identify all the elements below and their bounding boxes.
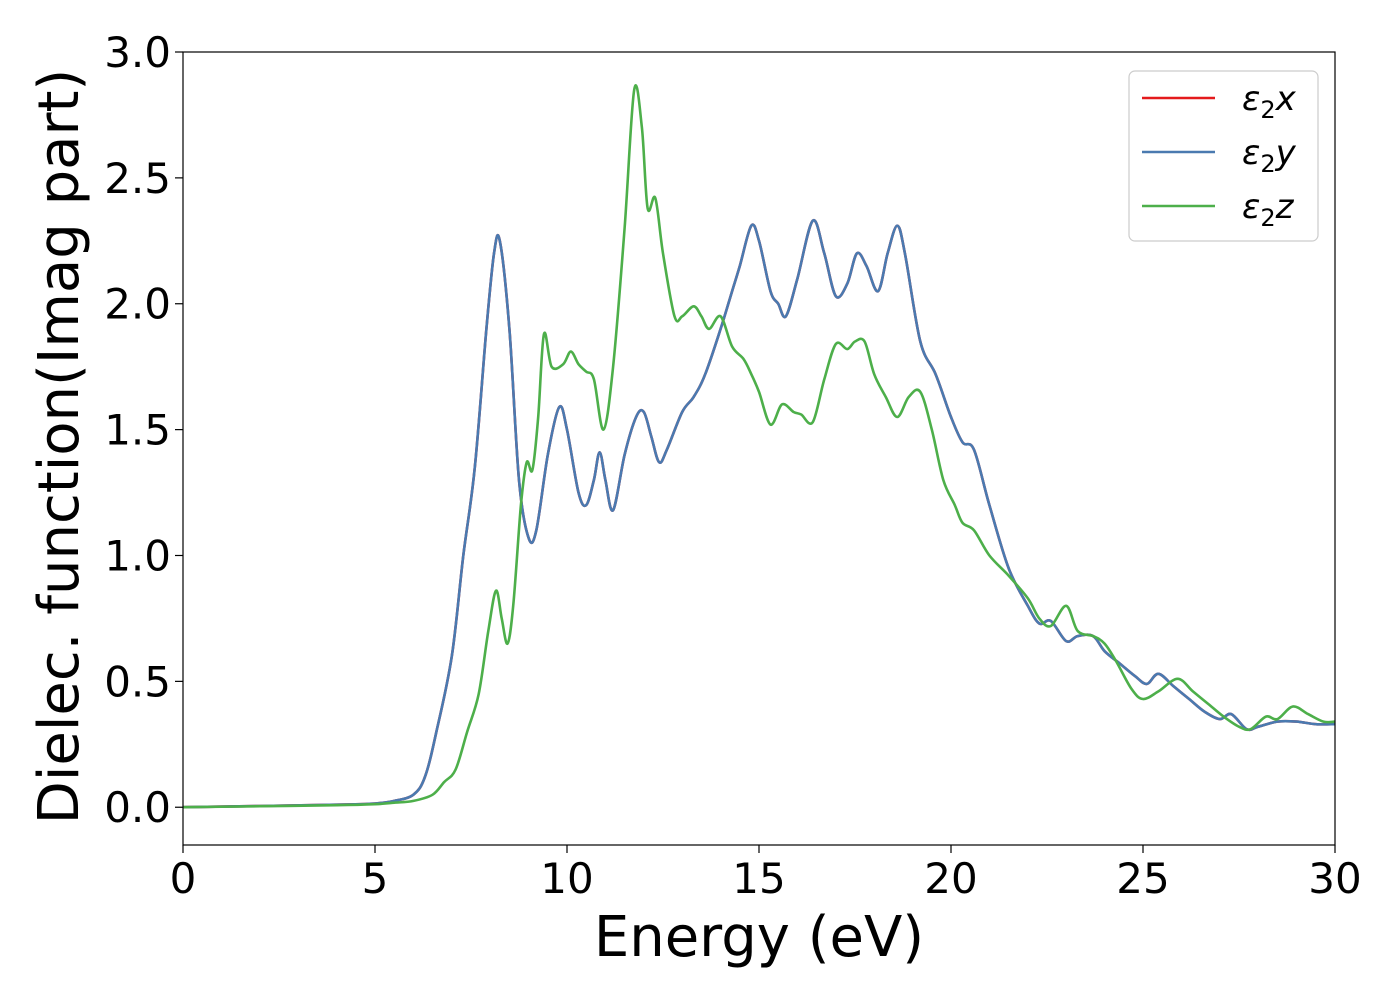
legend-label-suffix: x [1275,79,1297,119]
plot-lines [182,84,1336,809]
y-tick-label: 1.5 [104,406,171,455]
y-tick-label: 0.5 [104,657,171,706]
legend-label-main: ε [1242,79,1260,119]
legend-label-main: ε [1242,187,1260,227]
y-tick-label: 2.5 [104,154,171,203]
y-tick-label: 0.0 [104,783,171,832]
x-tick-label: 30 [1308,854,1361,903]
y-tick-label: 3.0 [104,28,171,77]
y-tick-label: 1.0 [104,531,171,580]
legend-box [1128,70,1319,242]
x-axis-title: Energy (eV) [594,905,924,970]
series-line-1 [182,219,1336,809]
x-tick-label: 10 [540,854,593,903]
legend-label: ε2z [1242,187,1295,232]
legend-label: ε2y [1242,133,1297,178]
legend-label-sub: 2 [1260,96,1275,124]
legend-label-suffix: y [1275,133,1297,173]
legend-label-sub: 2 [1260,150,1275,178]
x-axis: 0 5 10 15 20 25 30 [170,845,1362,903]
y-tick-label: 2.0 [104,280,171,329]
y-axis-title: Dielec. function(Imag part) [27,69,92,825]
x-tick-label: 25 [1116,854,1169,903]
x-tick-label: 0 [170,854,197,903]
legend-label-sub: 2 [1260,204,1275,232]
x-tick-label: 15 [732,854,785,903]
legend-label-suffix: z [1275,187,1295,227]
series-line-0 [182,219,1336,809]
legend-label-main: ε [1242,133,1260,173]
x-tick-label: 20 [924,854,977,903]
series-line-2 [182,84,1336,809]
x-tick-label: 5 [362,854,389,903]
legend-label: ε2x [1242,79,1297,124]
y-axis: 0.0 0.5 1.0 1.5 2.0 2.5 3.0 [104,28,183,832]
